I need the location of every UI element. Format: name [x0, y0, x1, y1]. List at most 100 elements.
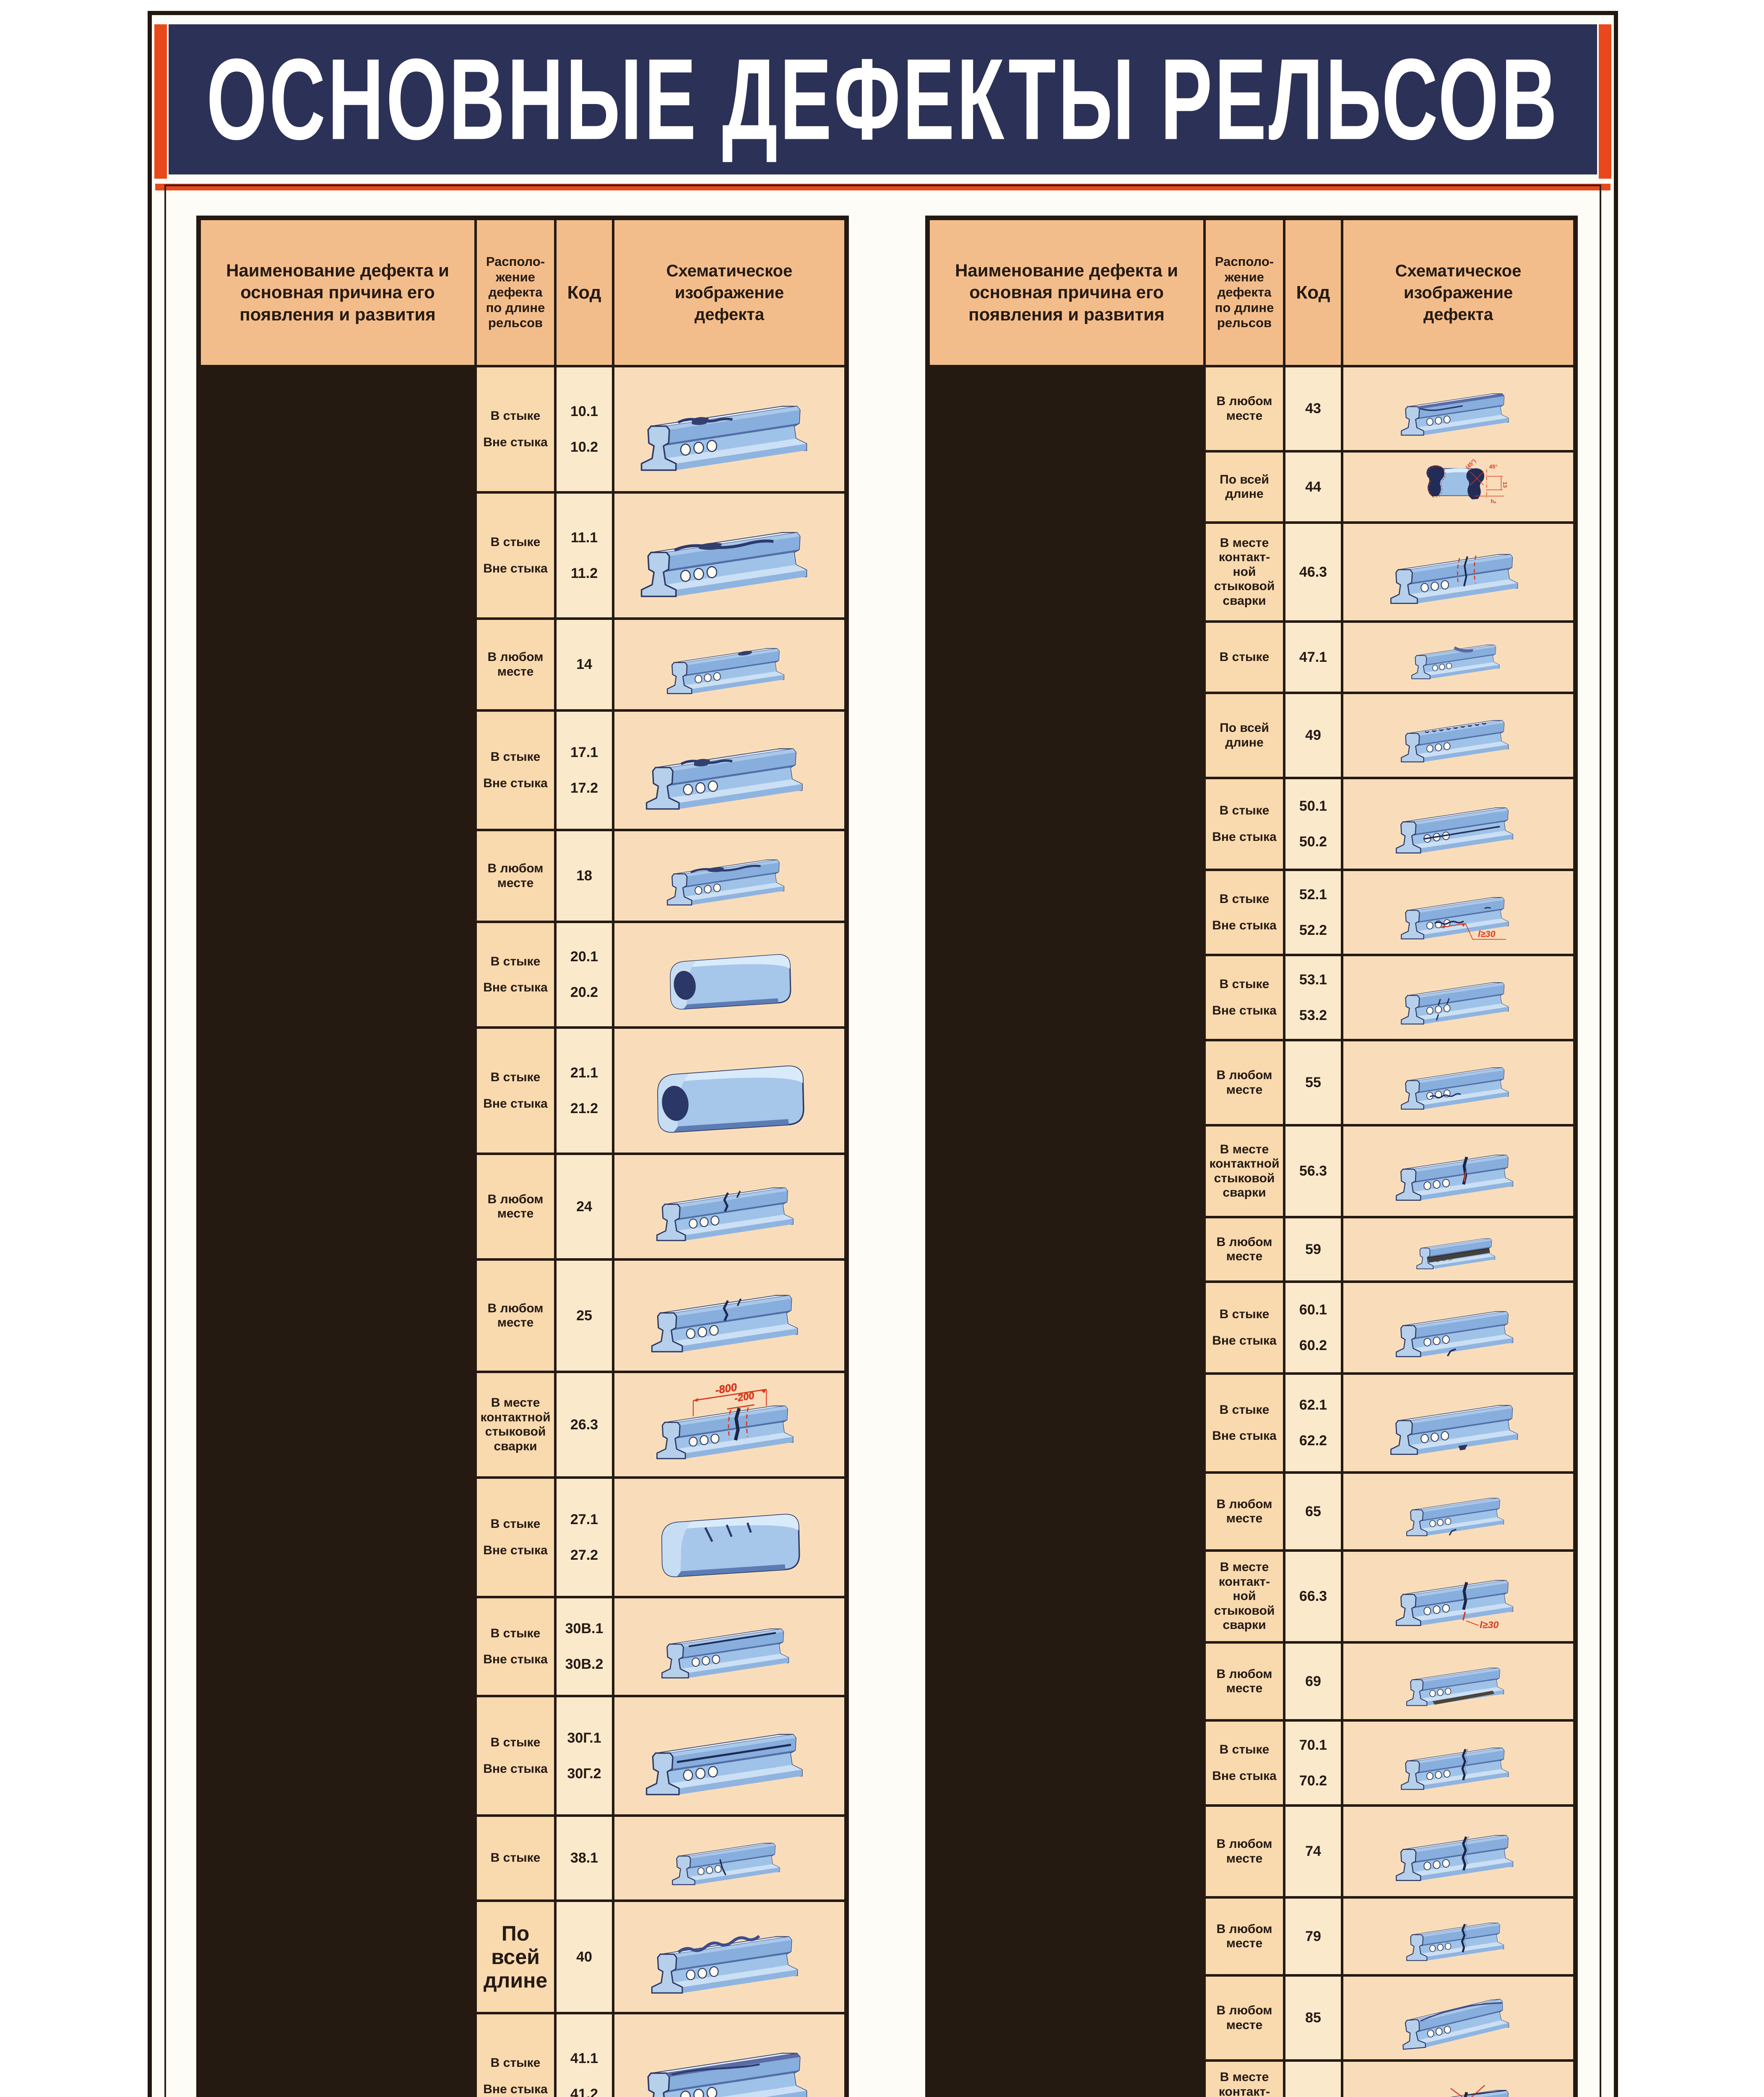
defect-schematic-image	[1343, 1474, 1573, 1549]
defect-schematic-image	[1343, 1807, 1573, 1896]
defect-schematic-image	[614, 494, 844, 617]
defect-name-cell: Выкрашивание наплавленного слоя на повер…	[212, 852, 455, 900]
defect-code-cell: 49	[1285, 694, 1341, 777]
header-defect-schematic: Схематическое изображение дефекта	[614, 220, 844, 365]
defect-location-cell: В стыке Вне стыка	[477, 1697, 554, 1814]
defect-code-cell: 26.3	[557, 1373, 612, 1476]
defect-location-cell: В стыке Вне стыка	[1206, 1283, 1283, 1372]
defect-code-cell: 38.1	[557, 1817, 612, 1899]
defect-schematic-image: -800 -200	[614, 1373, 844, 1476]
defect-name-cell: Пробоксовка рельсов колесами локомотивов	[212, 649, 426, 680]
orange-divider	[155, 184, 1610, 190]
defect-location-cell: В месте контакт-ной стыковой сварки	[1206, 1552, 1283, 1641]
defect-schematic-image	[614, 2014, 844, 2097]
defect-schematic-image	[614, 620, 844, 709]
defect-name-cell: Трещины в шейке от болтовых и других отв…	[941, 982, 1160, 1013]
defect-location-cell: В стыке Вне стыка	[477, 712, 554, 829]
defect-location-cell: В стыке Вне стыка	[477, 367, 554, 491]
defect-code-cell: 43	[1285, 367, 1341, 450]
defect-location-cell: В стыке Вне стыка	[477, 2014, 554, 2097]
defect-name-cell: Поперечные трещины в голов-ке и изломы и…	[212, 1175, 445, 1238]
defect-schematic-image: (45°) 45° 13 h₆	[1343, 453, 1573, 521]
defect-location-cell: По всей длине	[1206, 694, 1283, 777]
defect-location-cell: В любом месте	[1206, 1899, 1283, 1974]
defect-code-cell: 44	[1285, 453, 1341, 521]
defect-name-cell: Расслоение шейки вследствие дефектов тех…	[941, 800, 1180, 848]
defect-location-cell: В любом месте	[1206, 367, 1283, 450]
defect-schematic-image	[1343, 1644, 1573, 1719]
header-defect-name: Наименование дефекта и основная причина …	[930, 220, 1203, 365]
defect-schematic-image	[614, 1598, 844, 1695]
defect-code-cell: 14	[557, 620, 612, 709]
defect-code-cell: 46.3	[1285, 524, 1341, 620]
defect-schematic-image	[1343, 1375, 1573, 1471]
defect-code-cell: 25	[557, 1261, 612, 1371]
defect-code-cell: 47.1	[1285, 623, 1341, 692]
defect-name-cell: Волосовины в подошве, трещины, выколы ча…	[941, 1303, 1174, 1351]
title-banner: ОСНОВНЫЕ ДЕФЕКТЫ РЕЛЬСОВ	[169, 24, 1597, 174]
defect-name-cell: Смятие головки из-за нерав-номерности ме…	[941, 548, 1176, 596]
defect-name-cell: Коррозия шейки рельсов	[941, 1241, 1110, 1257]
defect-code-cell: 56.3	[1285, 1127, 1341, 1216]
defect-schematic-image	[1343, 1899, 1573, 1974]
defect-location-cell: В стыке Вне стыка	[477, 494, 554, 617]
defect-location-cell: В любом месте	[477, 1155, 554, 1258]
defect-name-cell: Поперечные изломы рельсов из-за шлаковых…	[941, 1739, 1178, 1787]
defect-code-cell: 10.1 10.2	[557, 367, 612, 491]
defect-schematic-image	[1343, 524, 1573, 620]
defect-schematic-image	[1343, 1127, 1573, 1216]
defect-code-cell: 65	[1285, 1474, 1341, 1549]
svg-text:l≥30: l≥30	[1478, 929, 1496, 939]
title-orange-cap-right	[1599, 24, 1611, 179]
defect-location-cell: В стыке Вне стыка	[477, 923, 554, 1026]
defect-code-cell: 21.1 21.2	[557, 1029, 612, 1153]
header-defect-name: Наименование дефекта и основная причина …	[201, 220, 474, 365]
defect-schematic-image	[1343, 1218, 1573, 1280]
defect-code-cell: 30В.1 30В.2	[557, 1598, 612, 1695]
defect-schematic-image	[1343, 694, 1573, 777]
svg-text:45°: 45°	[1489, 463, 1497, 470]
defect-name-cell: Поперечные трещины в головке и изломы из…	[212, 1276, 462, 1356]
header-defect-schematic: Схематическое изображение дефекта	[1343, 220, 1573, 365]
defect-location-cell: В месте контактной стыковой сварки	[477, 1373, 554, 1476]
defect-location-cell: В месте контакт-ной стыковой сварки	[1206, 524, 1283, 620]
defect-schematic-image	[1343, 779, 1573, 869]
defect-name-cell: Коррозия подошвы рельсов и коррозионно-у…	[941, 1665, 1183, 1697]
defect-name-cell: Трещины в подошве из-за нарушения технол…	[941, 1572, 1145, 1620]
svg-text:l≥30: l≥30	[1480, 1619, 1499, 1630]
defect-schematic-image	[1343, 1977, 1573, 2059]
defects-table-left: Наименование дефекта и основная причина …	[196, 216, 849, 2097]
defect-name-cell: Выколы в подошве без види-мых дефектов в…	[941, 1399, 1168, 1447]
defect-name-cell: Трещины в головке в месте приварки рельс…	[212, 1842, 453, 1874]
defect-code-cell: 30Г.1 30Г.2	[557, 1697, 612, 1814]
defect-location-cell: В любом месте	[1206, 1218, 1283, 1280]
defect-schematic-image	[1343, 623, 1573, 692]
defect-location-cell: В стыке Вне стыка	[1206, 956, 1283, 1039]
defect-name-cell: Поперечные изломы рельсов вследствие про…	[941, 1819, 1141, 1883]
defect-name-cell: Смятие и вертикальный износ головки из-з…	[212, 2052, 417, 2097]
defect-location-cell: В месте контактной стыковой сварки	[1206, 1127, 1283, 1216]
defect-code-cell: 55	[1285, 1041, 1341, 1124]
defect-code-cell: 24	[557, 1155, 612, 1258]
defect-code-cell: 27.1 27.2	[557, 1479, 612, 1596]
defect-location-cell: По всей длине	[1206, 453, 1283, 521]
defect-code-cell: 79	[1285, 1899, 1341, 1974]
defect-schematic-image	[614, 712, 844, 829]
defect-code-cell: 20.1 20.2	[557, 923, 612, 1026]
defect-name-cell: Горизонтальное расслоение головки из-за …	[212, 1732, 460, 1780]
defect-schematic-image	[614, 367, 844, 491]
defect-name-cell: Поперечные трещины в голов-ке в виде све…	[212, 1051, 445, 1131]
defect-location-cell: В любом месте	[1206, 1977, 1283, 2059]
defect-location-cell: В стыке Вне стыка	[477, 1029, 554, 1153]
defect-schematic-image	[614, 1155, 844, 1258]
defect-schematic-image	[614, 1479, 844, 1596]
defect-code-cell: 41.1 41.2	[557, 2014, 612, 2097]
defect-name-cell: Отслоение и выкрашивание металла на пове…	[212, 389, 460, 469]
header-defect-location: Располо-жение дефекта по длине рельсов	[477, 220, 554, 365]
defect-name-cell: Волнообразная деформация головки рельса …	[212, 1941, 463, 1972]
defect-location-cell: В любом месте	[477, 831, 554, 921]
defect-location-cell: В стыке	[477, 1817, 554, 1899]
defect-schematic-image: l≥30	[1343, 1552, 1573, 1641]
defect-location-cell: В стыке Вне стыка	[477, 1598, 554, 1695]
defects-table-right: Наименование дефекта и основная причина …	[925, 216, 1578, 2097]
